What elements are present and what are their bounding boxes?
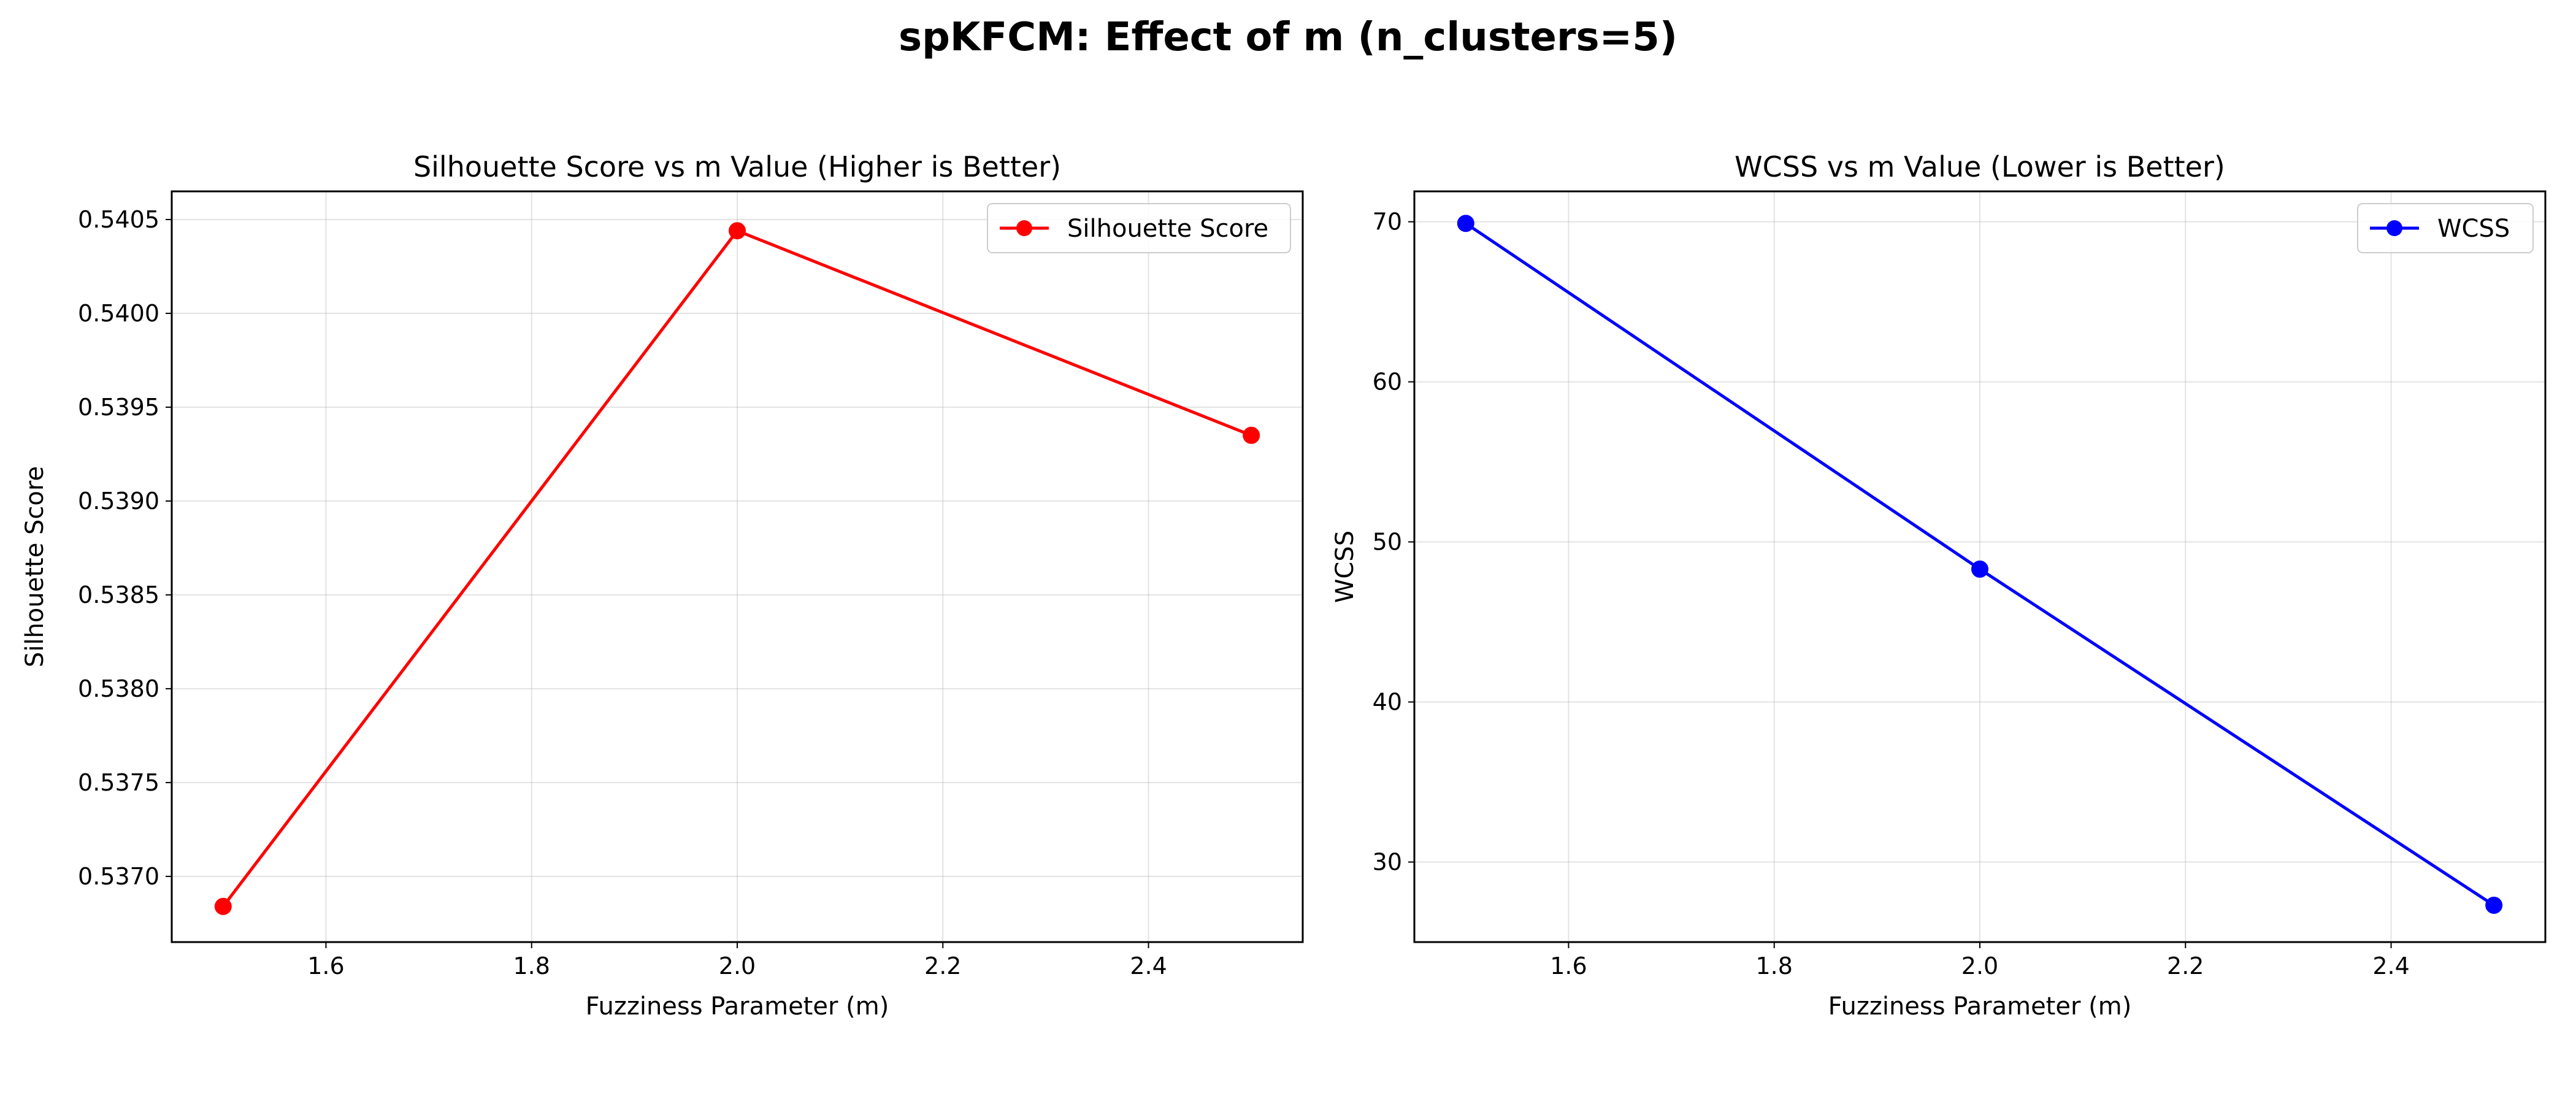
wcss-axes-frame bbox=[1413, 190, 2547, 943]
wcss-y-tick-label: 60 bbox=[1373, 369, 1402, 396]
silhouette-x-axis-label: Fuzziness Parameter (m) bbox=[586, 992, 889, 1021]
silhouette-axes-frame bbox=[171, 190, 1304, 943]
silhouette-chart-panel: 1.6 1.8 2.0 2.2 2.4 0.5370 0.5375 0.5380 0.5385 0… bbox=[21, 150, 1304, 1021]
wcss-y-tick-label: 30 bbox=[1373, 849, 1402, 876]
wcss-legend-label: WCSS bbox=[2437, 215, 2510, 243]
silhouette-legend-box bbox=[987, 203, 1291, 253]
silhouette-y-tick-label: 0.5400 bbox=[78, 300, 159, 327]
wcss-y-tick-label: 50 bbox=[1373, 529, 1402, 556]
silhouette-x-tick-label: 2.4 bbox=[1130, 953, 1167, 979]
silhouette-legend-marker bbox=[1016, 220, 1032, 236]
silhouette-y-axis-label: Silhouette Score bbox=[21, 466, 49, 667]
wcss-data-point bbox=[2485, 896, 2503, 914]
silhouette-y-tick-label: 0.5380 bbox=[78, 675, 159, 702]
wcss-y-axis-label: WCSS bbox=[1331, 531, 1359, 603]
silhouette-y-tick-label: 0.5370 bbox=[78, 863, 159, 890]
wcss-x-tick-label: 1.8 bbox=[1756, 953, 1793, 979]
silhouette-x-tick-label: 2.2 bbox=[924, 953, 961, 979]
figure-suptitle: spKFCM: Effect of m (n_clusters=5) bbox=[899, 15, 1677, 60]
wcss-legend-marker bbox=[2386, 220, 2402, 236]
silhouette-x-tick-label: 2.0 bbox=[719, 953, 756, 979]
silhouette-chart-title: Silhouette Score vs m Value (Higher is B… bbox=[413, 150, 1061, 183]
wcss-x-tick-label: 2.2 bbox=[2167, 953, 2204, 979]
wcss-x-axis-label: Fuzziness Parameter (m) bbox=[1828, 992, 2132, 1021]
wcss-x-tick-label: 1.6 bbox=[1550, 953, 1587, 979]
silhouette-y-tick-label: 0.5375 bbox=[78, 769, 159, 796]
silhouette-y-tick-label: 0.5395 bbox=[78, 394, 159, 421]
wcss-data-point bbox=[1971, 560, 1988, 578]
silhouette-data-point bbox=[729, 222, 746, 240]
wcss-y-tick-label: 70 bbox=[1373, 209, 1402, 236]
silhouette-data-point bbox=[214, 897, 232, 915]
wcss-legend-box bbox=[2357, 203, 2534, 253]
silhouette-y-tick-label: 0.5385 bbox=[78, 581, 159, 608]
wcss-chart-panel: 1.6 1.8 2.0 2.2 2.4 30 40 50 60 70 WCSS vs m Value… bbox=[1331, 150, 2547, 1021]
silhouette-legend: Silhouette Score bbox=[987, 203, 1291, 253]
wcss-chart-title: WCSS vs m Value (Lower is Better) bbox=[1735, 150, 2225, 183]
silhouette-y-tick-label: 0.5405 bbox=[78, 206, 159, 233]
silhouette-legend-label: Silhouette Score bbox=[1067, 215, 1268, 243]
silhouette-y-tick-label: 0.5390 bbox=[78, 488, 159, 515]
wcss-y-tick-label: 40 bbox=[1373, 689, 1402, 716]
wcss-x-tick-label: 2.4 bbox=[2372, 953, 2409, 979]
wcss-x-tick-label: 2.0 bbox=[1961, 953, 1998, 979]
wcss-legend: WCSS bbox=[2357, 203, 2534, 253]
silhouette-x-tick-label: 1.8 bbox=[513, 953, 550, 979]
silhouette-x-tick-label: 1.6 bbox=[307, 953, 344, 979]
silhouette-data-point bbox=[1243, 426, 1260, 444]
wcss-data-point bbox=[1457, 215, 1474, 232]
